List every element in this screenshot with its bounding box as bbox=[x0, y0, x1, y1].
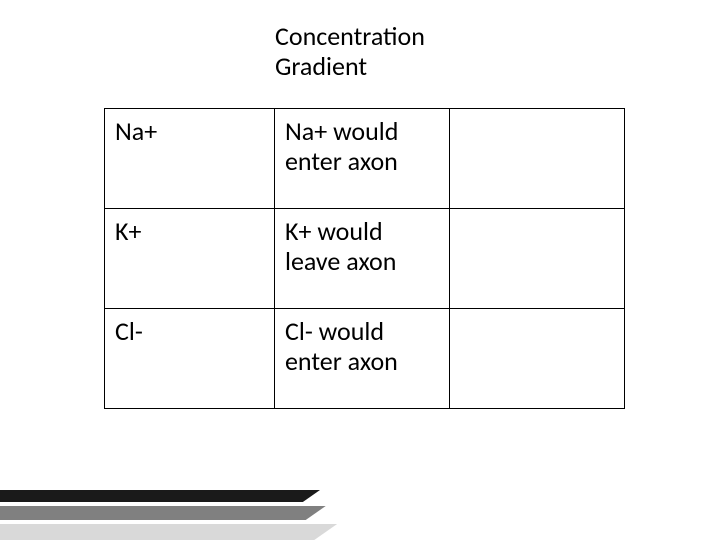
cell-blank bbox=[450, 209, 625, 309]
cell-ion: Cl- bbox=[105, 309, 275, 409]
cell-gradient: Na+ would enter axon bbox=[275, 109, 450, 209]
corner-wedge-decoration bbox=[0, 450, 300, 540]
wedge-bar bbox=[0, 502, 309, 508]
wedge-bar bbox=[0, 506, 326, 524]
cell-gradient: Cl- would enter axon bbox=[275, 309, 450, 409]
wedge-bar bbox=[0, 520, 317, 532]
table-row: Na+ Na+ would enter axon bbox=[105, 109, 625, 209]
table-row: K+ K+ would leave axon bbox=[105, 209, 625, 309]
cell-ion: Na+ bbox=[105, 109, 275, 209]
ion-gradient-table: Na+ Na+ would enter axon K+ K+ would lea… bbox=[104, 108, 625, 409]
wedge-bar bbox=[0, 524, 337, 540]
wedge-bar bbox=[0, 490, 320, 504]
header-title: Concentration Gradient bbox=[275, 22, 425, 82]
cell-blank bbox=[450, 109, 625, 209]
table-row: Cl- Cl- would enter axon bbox=[105, 309, 625, 409]
cell-ion: K+ bbox=[105, 209, 275, 309]
cell-gradient: K+ would leave axon bbox=[275, 209, 450, 309]
header-line-2: Gradient bbox=[275, 50, 367, 82]
header-line-1: Concentration bbox=[275, 20, 425, 52]
cell-blank bbox=[450, 309, 625, 409]
